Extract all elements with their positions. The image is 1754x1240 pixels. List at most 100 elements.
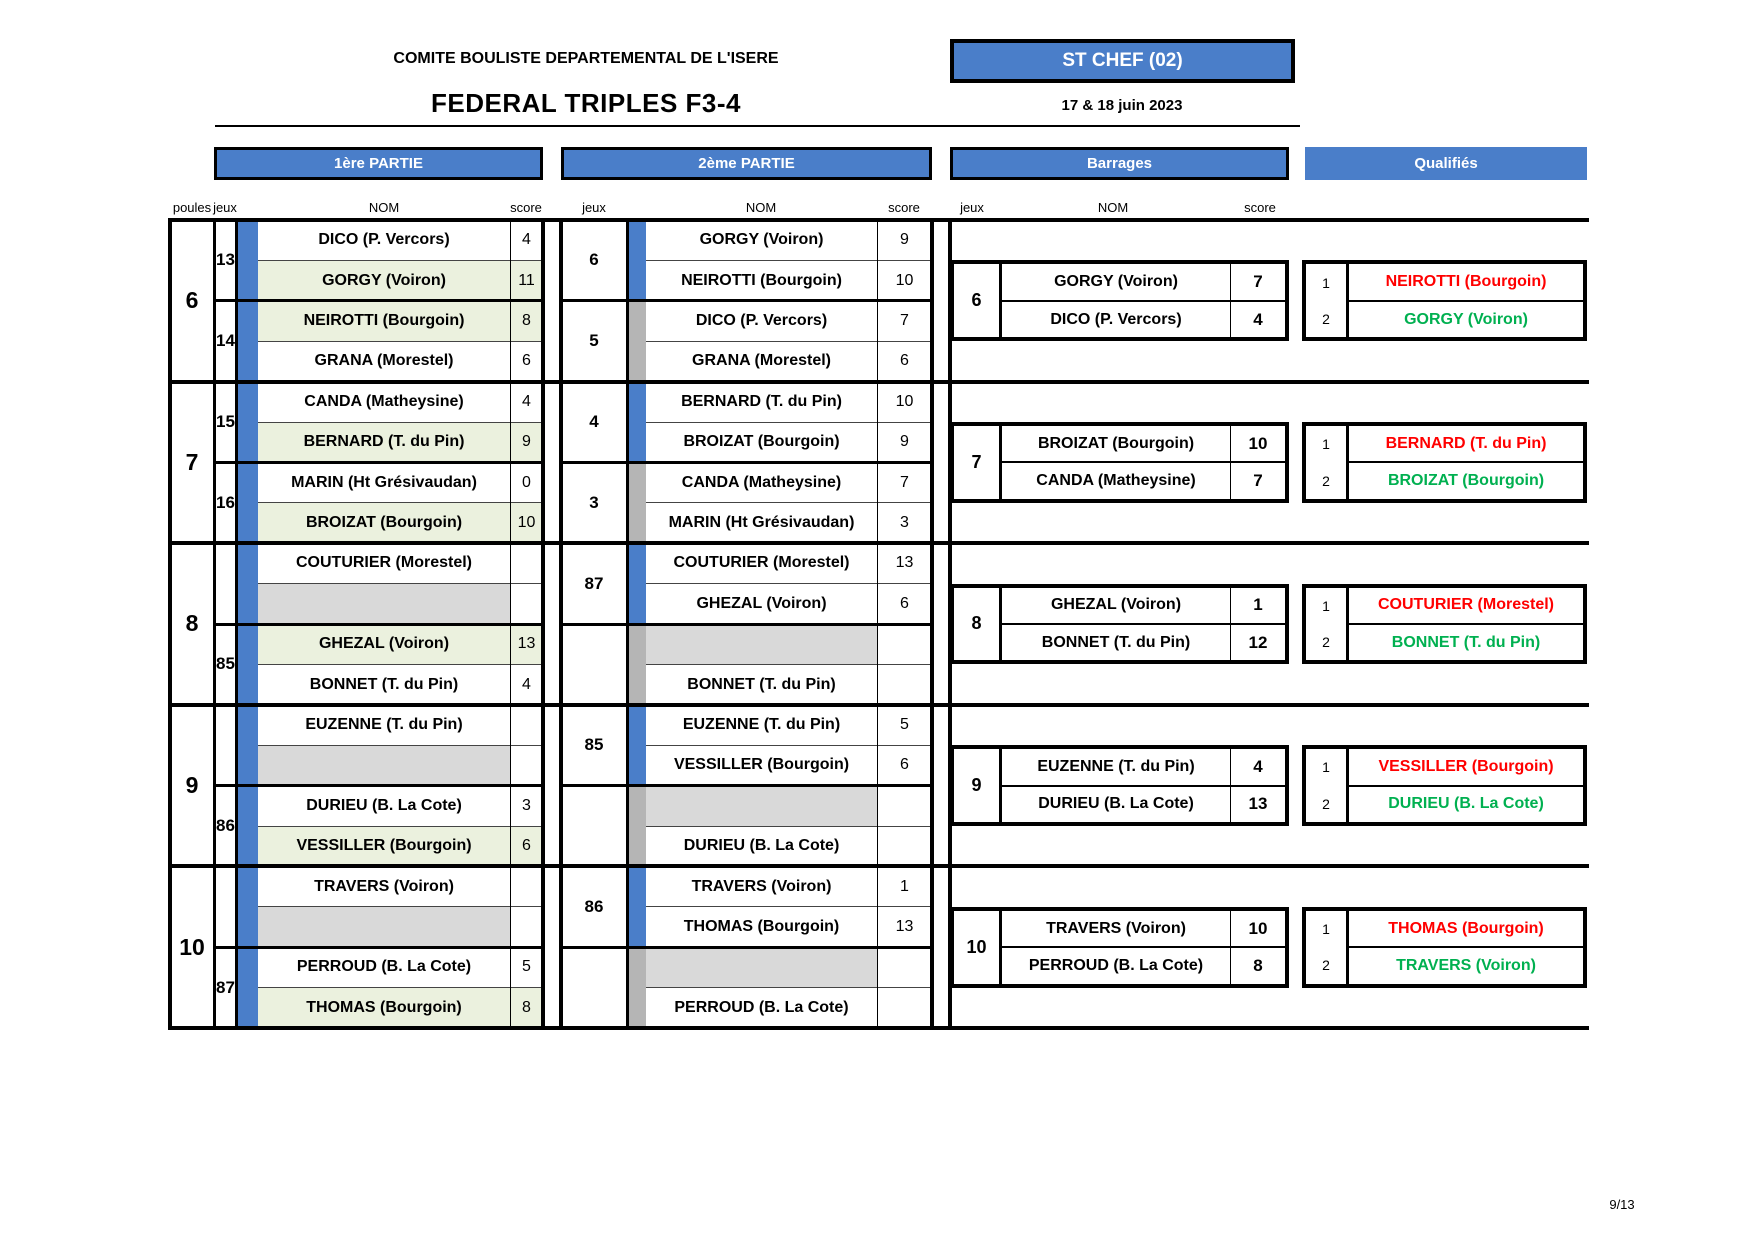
qualified-team-name: BERNARD (T. du Pin) — [1349, 426, 1583, 464]
barrage-score: 4 — [1230, 301, 1285, 338]
barrage-score: 13 — [1230, 786, 1285, 822]
score-cell: 7 — [877, 462, 932, 503]
match-strip — [238, 300, 258, 382]
match-strip — [628, 866, 646, 948]
qualified-team-name: VESSILLER (Bourgoin) — [1349, 749, 1583, 787]
pool-boundary-line — [168, 218, 1589, 222]
match-divider-line — [561, 299, 934, 303]
header-rule — [215, 125, 1300, 127]
venue-box: ST CHEF (02) — [950, 39, 1295, 83]
team-name-cell: CANDA (Matheysine) — [646, 462, 877, 503]
qualified-rank: 2 — [1322, 795, 1330, 812]
barrage-row: BROIZAT (Bourgoin) 10 — [1002, 426, 1285, 464]
qualified-rank: 1 — [1322, 436, 1330, 453]
match-strip — [628, 704, 646, 786]
barrage-team-name: BROIZAT (Bourgoin) — [1037, 434, 1195, 452]
row-divider-line — [646, 987, 932, 989]
barrage-game-number: 9 — [954, 749, 1002, 822]
match-strip — [628, 462, 646, 544]
match-strip — [238, 543, 258, 624]
qualified-names: THOMAS (Bourgoin) TRAVERS (Voiron) — [1349, 911, 1583, 984]
barrage-score: 12 — [1230, 625, 1285, 661]
qualified-rank: 1 — [1322, 921, 1330, 937]
col-label-jeux-3: jeux — [960, 200, 984, 215]
barrage-team-name: TRAVERS (Voiron) — [1046, 919, 1186, 937]
game-number: 86 — [584, 896, 604, 916]
score-cell — [877, 664, 932, 705]
match-divider-line — [214, 460, 545, 464]
score-cell: 4 — [510, 381, 543, 422]
qualified-rank: 2 — [1322, 311, 1330, 327]
team-name-cell: DICO (P. Vercors) — [646, 300, 877, 342]
row-divider-line — [646, 259, 932, 261]
team-name-cell: PERROUD (B. La Cote) — [258, 947, 510, 988]
qualified-names: VESSILLER (Bourgoin) DURIEU (B. La Cote) — [1349, 749, 1583, 822]
score-cell — [877, 785, 932, 826]
score-cell: 13 — [510, 624, 543, 665]
table-grid-line — [625, 218, 629, 1030]
game-number: 86 — [216, 815, 235, 835]
match-strip — [628, 947, 646, 1028]
match-strip — [238, 866, 258, 948]
barrage-team-name: GORGY (Voiron) — [1054, 273, 1178, 291]
barrage-rows: EUZENNE (T. du Pin) 4 DURIEU (B. La Cote) 1… — [1002, 749, 1285, 822]
match-strip — [238, 220, 258, 301]
barrage-rows: GHEZAL (Voiron) 1 BONNET (T. du Pin) 12 — [1002, 587, 1285, 661]
row-divider-line — [258, 825, 543, 827]
score-cell: 7 — [877, 300, 932, 342]
row-divider-line — [258, 663, 543, 665]
committee-title: COMITE BOULISTE DEPARTEMENTAL DE L'ISERE — [393, 50, 779, 67]
col-label-score-2: score — [888, 200, 920, 215]
qualified-team-name: COUTURIER (Morestel) — [1349, 588, 1583, 625]
barrage-rows: TRAVERS (Voiron) 10 PERROUD (B. La Cote) 8 — [1002, 910, 1285, 984]
barrage-row: DURIEU (B. La Cote) 13 — [1002, 786, 1285, 822]
match-strip — [238, 462, 258, 544]
section-header-partie1: 1ère PARTIE — [214, 147, 543, 180]
match-strip — [628, 381, 646, 463]
pool-boundary-line — [168, 379, 1589, 384]
col-label-score-3: score — [1244, 200, 1276, 215]
barrage-box: 9 EUZENNE (T. du Pin) 4 DURIEU (B. La Cote)… — [950, 745, 1289, 826]
game-number: 14 — [216, 331, 235, 351]
table-grid-line — [235, 218, 238, 1030]
team-name-cell: CANDA (Matheysine) — [258, 381, 510, 422]
row-divider-line — [646, 663, 932, 665]
row-divider-line — [258, 502, 543, 504]
match-divider-line — [561, 460, 934, 464]
match-strip — [238, 947, 258, 1028]
section-header-barrages: Barrages — [950, 147, 1289, 180]
row-divider-line — [646, 906, 932, 908]
team-name-cell: TRAVERS (Voiron) — [258, 866, 510, 907]
score-cell: 8 — [510, 300, 543, 342]
score-cell — [510, 866, 543, 907]
qualified-team-name: GORGY (Voiron) — [1404, 310, 1528, 328]
game-number: 6 — [589, 250, 599, 270]
score-cell: 13 — [877, 906, 932, 948]
match-strip — [628, 624, 646, 705]
qualified-box: 1 2 THOMAS (Bourgoin) TRAVERS (Voiron) — [1302, 906, 1587, 988]
barrage-score: 7 — [1230, 264, 1285, 300]
qualified-rank: 2 — [1322, 472, 1330, 489]
score-cell — [877, 987, 932, 1028]
qualified-names: BERNARD (T. du Pin) BROIZAT (Bourgoin) — [1349, 426, 1583, 499]
pool-boundary-line — [168, 864, 1589, 869]
team-name-cell: MARIN (Ht Grésivaudan) — [258, 462, 510, 503]
match-strip — [238, 381, 258, 463]
score-cell — [510, 583, 543, 624]
barrage-team-name: DICO (P. Vercors) — [1050, 310, 1182, 328]
team-name-cell — [646, 624, 877, 665]
game-number: 87 — [216, 977, 235, 997]
qualified-team-name: DURIEU (B. La Cote) — [1388, 795, 1544, 813]
score-cell: 5 — [510, 947, 543, 988]
table-grid-line — [212, 218, 216, 1030]
score-cell: 6 — [510, 826, 543, 867]
qualified-names: NEIROTTI (Bourgoin) GORGY (Voiron) — [1349, 264, 1583, 337]
qualified-box: 1 2 VESSILLER (Bourgoin) DURIEU (B. La Cote… — [1302, 745, 1587, 826]
score-cell — [510, 745, 543, 786]
team-name-cell: COUTURIER (Morestel) — [646, 543, 877, 584]
event-date: 17 & 18 juin 2023 — [1061, 97, 1183, 114]
match-divider-line — [214, 622, 545, 626]
row-divider-line — [646, 744, 932, 746]
